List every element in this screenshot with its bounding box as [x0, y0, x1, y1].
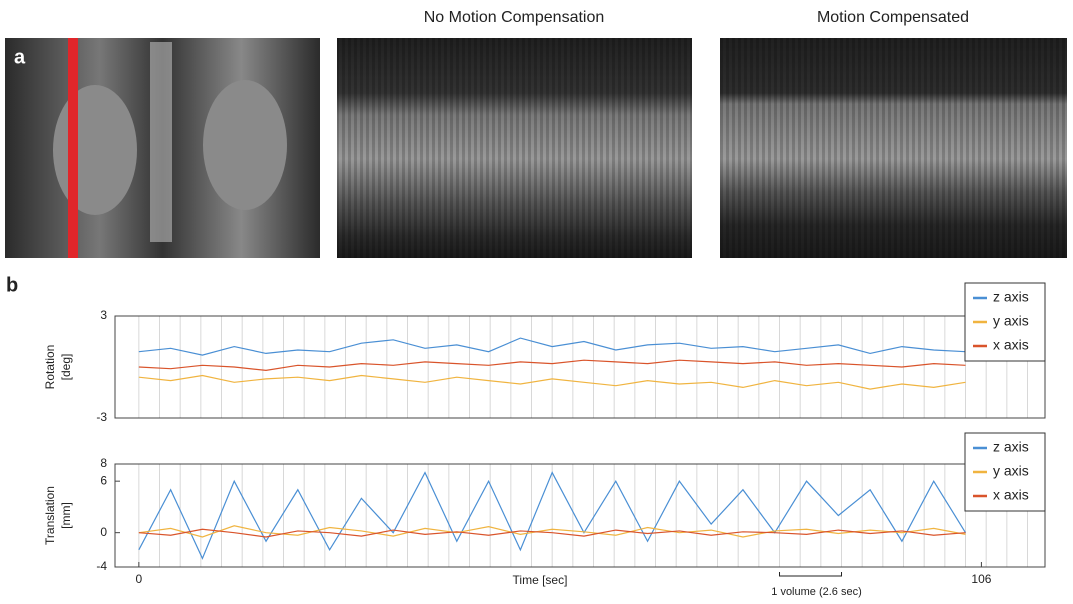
data-line — [138, 374, 966, 390]
spine — [150, 42, 172, 242]
slice-marker — [68, 38, 78, 258]
legend-label: y axis — [993, 313, 1029, 329]
kidney — [203, 80, 287, 210]
kidney — [53, 85, 137, 215]
legend-label: z axis — [993, 439, 1029, 455]
data-line — [138, 359, 966, 372]
panel-label: b — [6, 274, 18, 296]
y-tick-label: 3 — [100, 308, 107, 322]
x-tick-label: 106 — [971, 572, 991, 586]
texture — [720, 38, 1067, 258]
y-tick-label: -3 — [96, 410, 107, 424]
y-axis-label-line: [deg] — [59, 354, 73, 381]
x-tick-label: 0 — [136, 572, 143, 586]
x-axis-label: Time [sec] — [513, 573, 568, 587]
y-tick-label: 6 — [100, 473, 107, 487]
y-axis-label-line: [mm] — [59, 502, 73, 529]
legend-label: x axis — [993, 487, 1029, 503]
y-tick-label: 8 — [100, 456, 107, 470]
y-tick-label: 0 — [100, 525, 107, 539]
annotation-bracket — [779, 572, 843, 577]
axes-box — [114, 463, 1046, 568]
legend-label: y axis — [993, 463, 1029, 479]
y-axis-label-line: Rotation — [43, 345, 57, 390]
data-line — [138, 528, 966, 538]
panel-label: a — [14, 46, 26, 68]
image-title: Motion Compensated — [817, 9, 969, 26]
image-title: No Motion Compensation — [424, 9, 605, 26]
y-axis-label-line: Translation — [43, 486, 57, 545]
data-line — [138, 337, 966, 356]
data-line — [138, 471, 967, 560]
axes-box — [114, 315, 1046, 419]
y-axis-label: Rotation [deg] — [43, 345, 73, 390]
legend-label: z axis — [993, 289, 1029, 305]
legend-label: x axis — [993, 337, 1029, 353]
y-tick-label: -4 — [96, 559, 107, 573]
texture — [337, 38, 692, 258]
annotation: 1 volume (2.6 sec) — [771, 586, 861, 598]
y-axis-label: Translation [mm] — [43, 486, 73, 545]
